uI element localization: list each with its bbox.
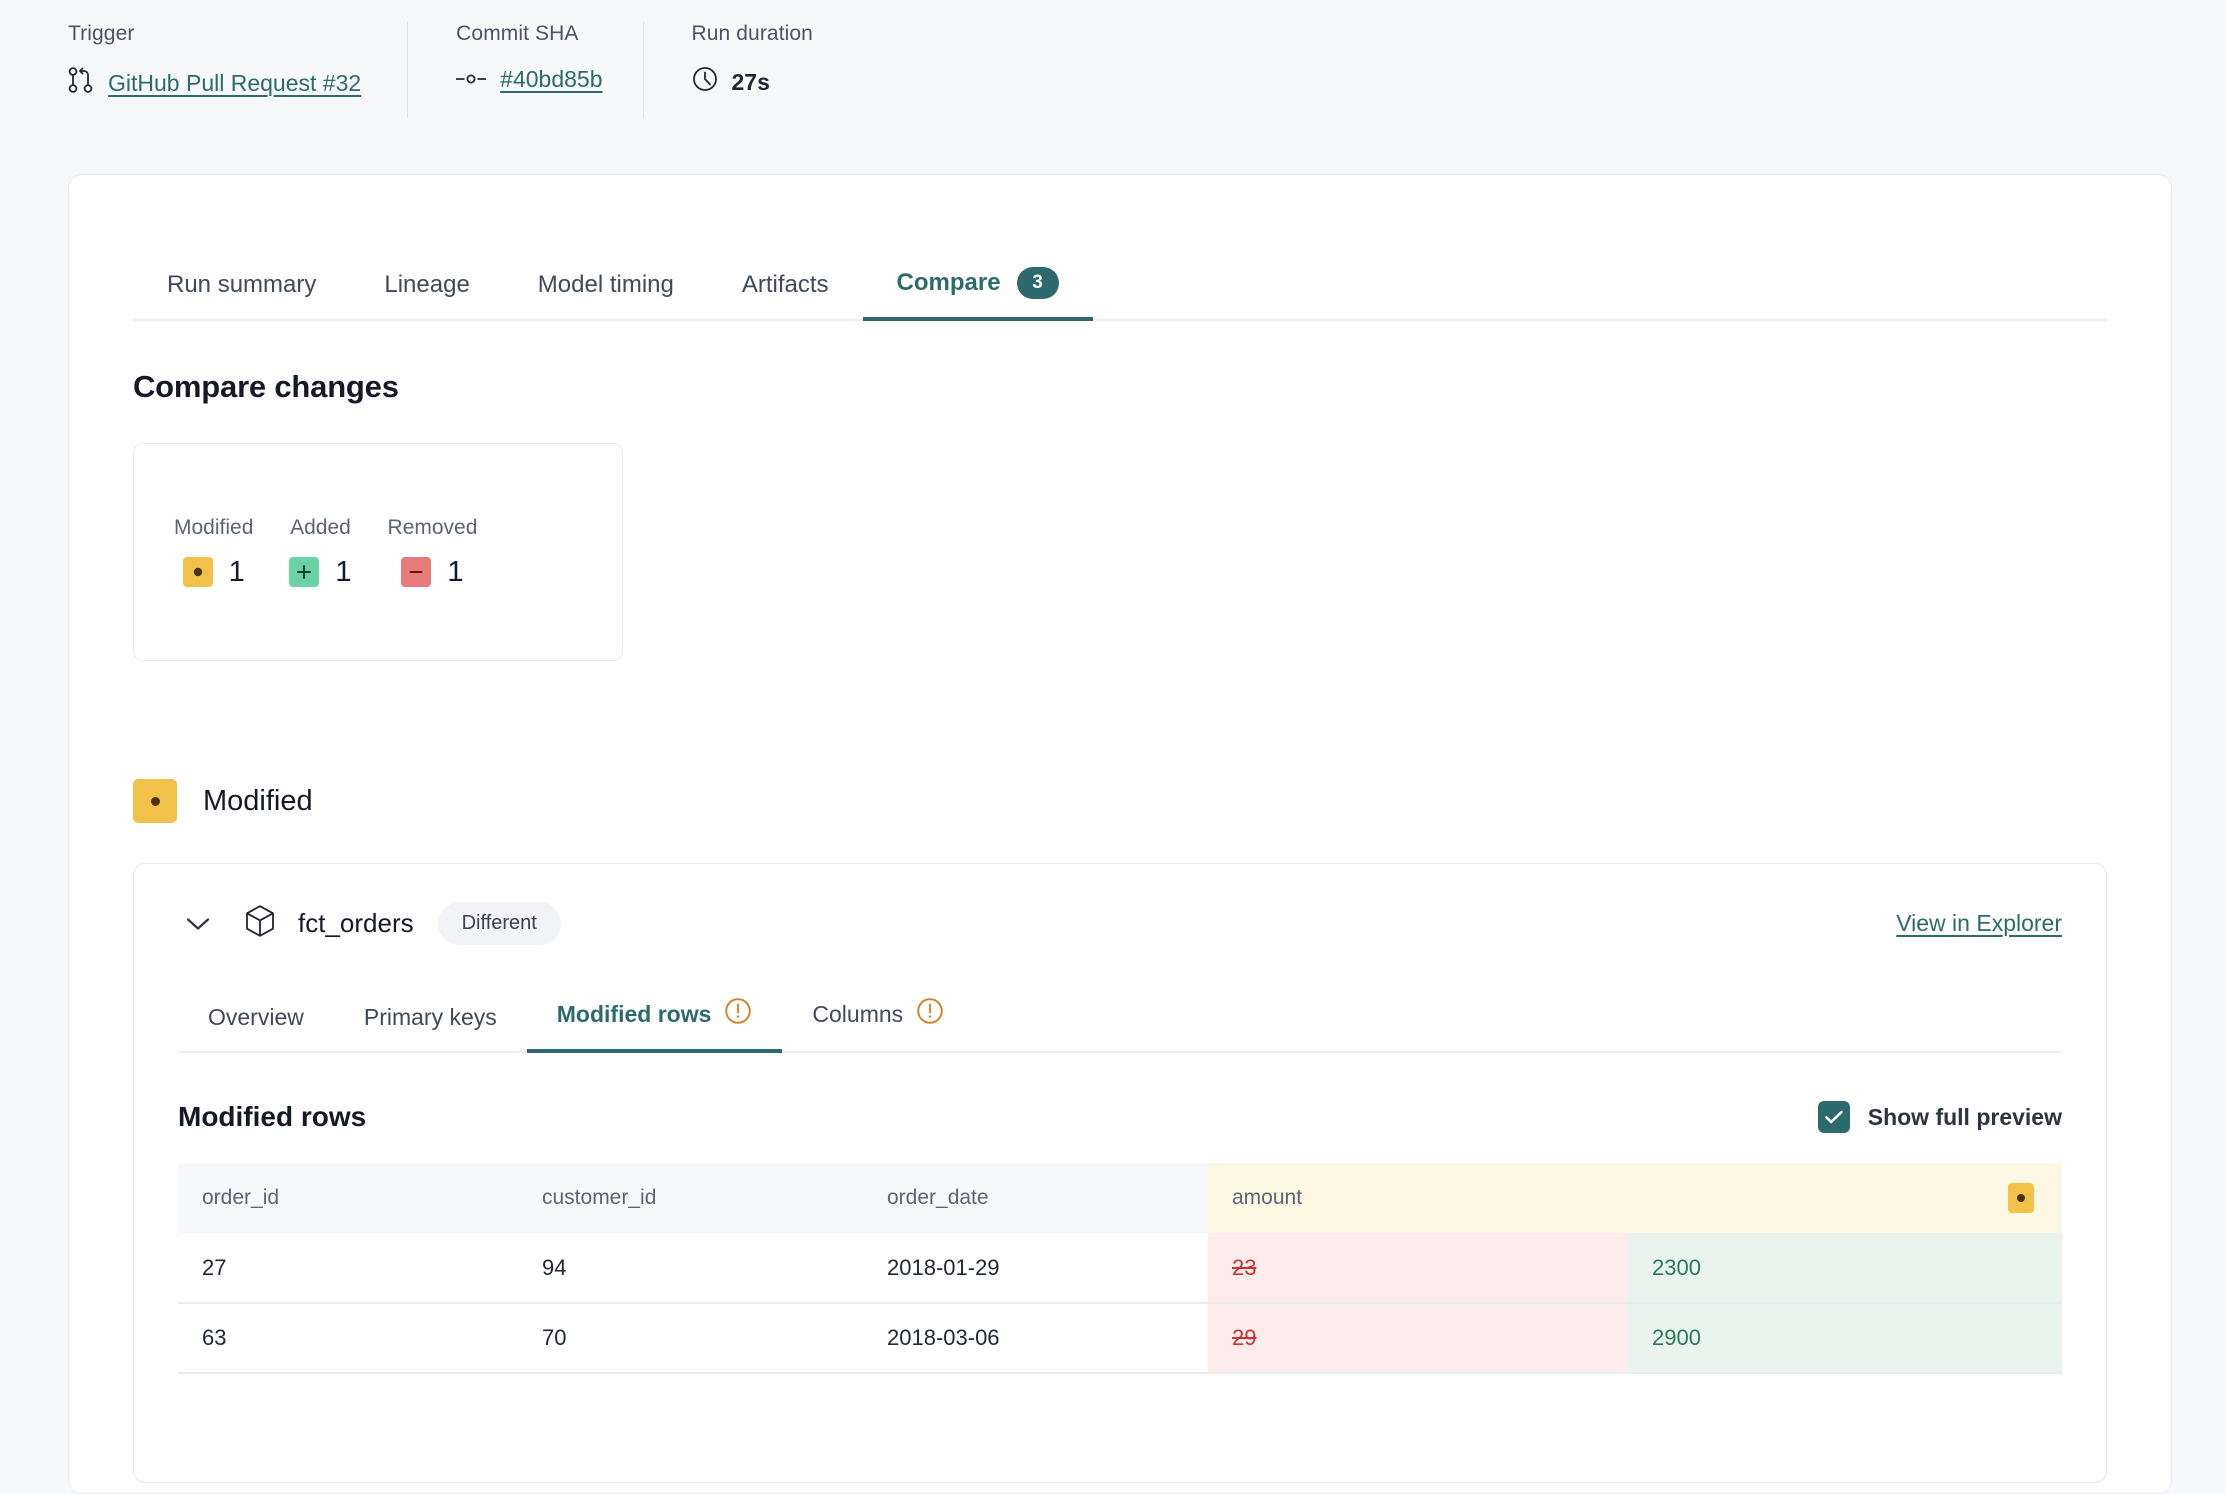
tab-modified-rows[interactable]: Modified rows: [526, 989, 783, 1053]
column-header-order-date[interactable]: order_date: [863, 1163, 1208, 1233]
tab-overview[interactable]: Overview: [178, 996, 334, 1051]
model-card-header: fct_orders Different View in Explorer: [134, 864, 2106, 945]
show-full-preview-label: Show full preview: [1867, 1103, 2062, 1130]
plus-icon: [289, 557, 320, 587]
trigger-link[interactable]: GitHub Pull Request #32: [108, 69, 362, 96]
model-diff-card: fct_orders Different View in Explorer Ov…: [133, 863, 2107, 1483]
tab-label: Columns: [812, 1000, 904, 1027]
modified-dot-icon: [2008, 1183, 2034, 1213]
tab-primary-keys[interactable]: Primary keys: [334, 996, 527, 1051]
modified-rows-table-wrap: order_id customer_id order_date amount: [178, 1163, 2062, 1374]
view-in-explorer-link[interactable]: View in Explorer: [1896, 910, 2062, 936]
cell-amount-new: 2900: [1628, 1303, 2062, 1374]
status-badge: Different: [437, 902, 561, 945]
meta-block-commit-sha: Commit SHA #40bd85b: [407, 22, 642, 118]
page-title: Compare changes: [133, 369, 399, 404]
meta-label-commit-sha: Commit SHA: [456, 22, 579, 45]
summary-modified: Modified 1: [174, 516, 253, 589]
table-header-row: order_id customer_id order_date amount: [178, 1163, 2062, 1233]
summary-count: 1: [335, 555, 352, 588]
tab-columns[interactable]: Columns: [782, 989, 974, 1051]
cell-amount-old: 29: [1208, 1303, 1628, 1374]
cell-order-date: 2018-03-06: [863, 1303, 1208, 1374]
table-row: 27 94 2018-01-29 23 2300: [178, 1233, 2062, 1304]
summary-count: 1: [447, 555, 464, 588]
meta-value-commit-sha: #40bd85b: [455, 66, 603, 93]
summary-removed: Removed 1: [388, 516, 478, 589]
dot-shape: [150, 796, 160, 806]
modified-dot-icon: [182, 557, 213, 587]
group-heading-modified: Modified: [133, 779, 2171, 823]
show-full-preview-checkbox[interactable]: [1817, 1101, 1850, 1133]
tab-label: Primary keys: [363, 1004, 497, 1030]
summary-value-row: 1: [401, 555, 464, 589]
summary-count: 1: [228, 555, 245, 588]
column-header-amount-modified-marker: [1628, 1163, 2062, 1233]
tab-label: Compare: [896, 269, 1001, 296]
warning-icon: [916, 997, 944, 1031]
cell-order-id: 27: [178, 1233, 518, 1304]
clock-icon: [692, 66, 718, 98]
git-pull-request-icon: [68, 66, 94, 100]
minus-icon: [401, 557, 432, 587]
cube-icon: [244, 904, 276, 943]
column-header-amount[interactable]: amount: [1208, 1163, 1628, 1233]
tab-compare-badge: 3: [1016, 267, 1059, 299]
tab-label: Run summary: [167, 271, 317, 298]
column-header-order-id[interactable]: order_id: [178, 1163, 518, 1233]
tab-compare[interactable]: Compare 3: [862, 257, 1093, 321]
modified-rows-table: order_id customer_id order_date amount: [178, 1163, 2062, 1374]
summary-added: Added 1: [289, 515, 352, 589]
tab-label: Lineage: [384, 271, 470, 298]
modified-rows-title: Modified rows: [178, 1101, 367, 1132]
tab-run-summary[interactable]: Run summary: [133, 261, 350, 319]
cell-customer-id: 94: [518, 1233, 863, 1304]
meta-value-run-duration: 27s: [692, 66, 813, 98]
chevron-down-icon[interactable]: [178, 904, 218, 944]
meta-block-run-duration: Run duration 27s: [642, 22, 853, 118]
cell-amount-old: 23: [1208, 1233, 1628, 1304]
tab-label: Modified rows: [556, 1000, 712, 1027]
run-meta-strip: Trigger GitHub Pull Request #32 Commit S…: [0, 0, 2226, 150]
show-full-preview-toggle[interactable]: Show full preview: [1817, 1101, 2062, 1133]
meta-label-trigger: Trigger: [68, 22, 135, 45]
table-row: 63 70 2018-03-06 29 2900: [178, 1303, 2062, 1374]
summary-label: Removed: [387, 515, 478, 539]
modified-rows-header: Modified rows Show full preview: [178, 1101, 2062, 1133]
summary-label: Added: [290, 515, 351, 539]
tab-artifacts[interactable]: Artifacts: [708, 261, 863, 319]
model-name: fct_orders: [298, 908, 414, 938]
meta-label-run-duration: Run duration: [691, 22, 813, 45]
cell-order-date: 2018-01-29: [863, 1233, 1208, 1304]
run-duration-value: 27s: [731, 68, 770, 95]
cell-order-id: 63: [178, 1303, 518, 1374]
tab-label: Model timing: [537, 271, 674, 298]
commit-sha-link[interactable]: #40bd85b: [500, 66, 603, 92]
cell-customer-id: 70: [518, 1303, 863, 1374]
tab-lineage[interactable]: Lineage: [350, 261, 503, 319]
run-tabs: Run summary Lineage Model timing Artifac…: [133, 175, 2107, 321]
git-commit-icon: [455, 66, 488, 93]
model-detail-tabs: Overview Primary keys Modified rows Colu…: [178, 989, 2062, 1053]
meta-block-trigger: Trigger GitHub Pull Request #32: [68, 22, 407, 100]
tab-label: Artifacts: [741, 271, 829, 298]
cell-amount-new: 2300: [1628, 1233, 2062, 1304]
tab-label: Overview: [208, 1004, 304, 1030]
table-head: order_id customer_id order_date amount: [178, 1163, 2062, 1233]
summary-value-row: 1: [289, 555, 352, 589]
summary-label: Modified: [174, 515, 254, 539]
meta-value-trigger: GitHub Pull Request #32: [68, 66, 361, 100]
table-body: 27 94 2018-01-29 23 2300 63 70 2018-03-0…: [178, 1233, 2062, 1374]
tab-model-timing[interactable]: Model timing: [504, 261, 708, 319]
summary-value-row: 1: [182, 555, 245, 589]
change-summary-card: Modified 1 Added 1 Removed: [133, 443, 623, 661]
warning-icon: [724, 997, 752, 1031]
modified-dot-icon: [133, 779, 177, 823]
column-header-customer-id[interactable]: customer_id: [518, 1163, 863, 1233]
dot-shape: [2017, 1194, 2025, 1202]
compare-panel-card: Run summary Lineage Model timing Artifac…: [68, 174, 2172, 1494]
group-heading-label: Modified: [203, 784, 313, 817]
